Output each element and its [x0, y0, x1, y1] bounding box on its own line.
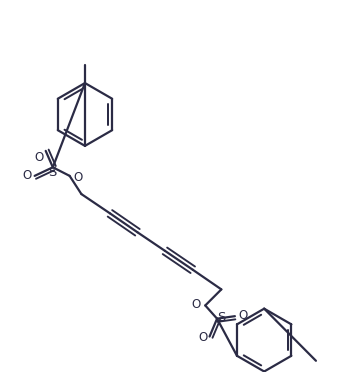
Text: O: O: [198, 331, 208, 344]
Text: O: O: [74, 171, 83, 184]
Text: O: O: [192, 298, 201, 311]
Text: S: S: [217, 311, 226, 324]
Text: S: S: [48, 166, 57, 179]
Text: O: O: [35, 151, 44, 164]
Text: O: O: [238, 309, 247, 322]
Text: O: O: [22, 169, 31, 182]
